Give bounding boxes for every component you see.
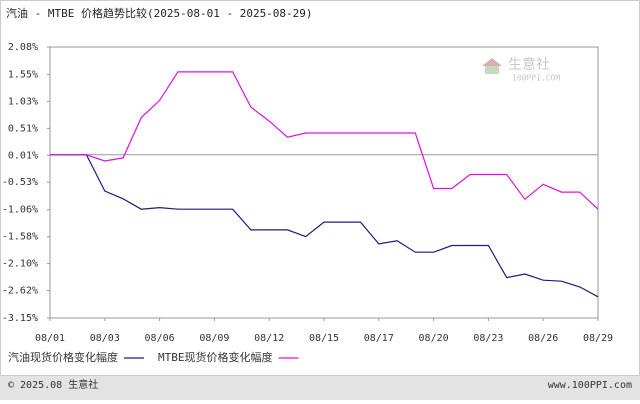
x-tick-label: 08/26 [528, 333, 558, 344]
y-tick-label: 2.08% [8, 42, 38, 53]
frame [0, 0, 640, 376]
x-tick-label: 08/06 [145, 333, 175, 344]
chart-title: 汽油 - MTBE 价格趋势比较(2025-08-01 - 2025-08-29… [6, 6, 313, 20]
x-tick-label: 08/23 [473, 333, 503, 344]
series-line [50, 154, 599, 298]
watermark: 生意社 100PPI.COM [482, 56, 560, 83]
y-tick-label: 0.01% [8, 150, 38, 161]
legend-label: 汽油现货价格变化幅度 [8, 350, 118, 364]
y-tick-label: -2.62% [2, 286, 38, 297]
x-tick-label: 08/09 [199, 333, 229, 344]
footer-bar [0, 376, 640, 400]
watermark-icon [482, 58, 502, 66]
y-tick-label: 1.03% [8, 96, 38, 107]
legend-label: MTBE现货价格变化幅度 [158, 350, 273, 364]
x-tick-label: 08/12 [254, 333, 284, 344]
y-tick-label: 0.51% [8, 123, 38, 134]
series-line [50, 71, 599, 210]
y-tick-label: -3.15% [2, 313, 38, 324]
x-tick-label: 08/03 [90, 333, 120, 344]
footer-right: www.100PPI.com [548, 380, 632, 391]
x-tick-label: 08/29 [583, 333, 613, 344]
y-tick-label: -1.06% [2, 205, 38, 216]
x-tick-label: 08/01 [35, 333, 65, 344]
watermark-name: 生意社 [508, 56, 550, 73]
y-tick-label: -1.58% [2, 232, 38, 243]
y-tick-label: 1.55% [8, 69, 38, 80]
footer-left: © 2025.08 生意社 [8, 378, 98, 391]
x-tick-label: 08/15 [309, 333, 339, 344]
y-tick-label: -0.53% [2, 177, 38, 188]
y-tick-label: -2.10% [2, 259, 38, 270]
x-tick-label: 08/20 [419, 333, 449, 344]
x-tick-label: 08/17 [364, 333, 394, 344]
watermark-site: 100PPI.COM [512, 74, 560, 83]
watermark-icon [485, 66, 499, 74]
